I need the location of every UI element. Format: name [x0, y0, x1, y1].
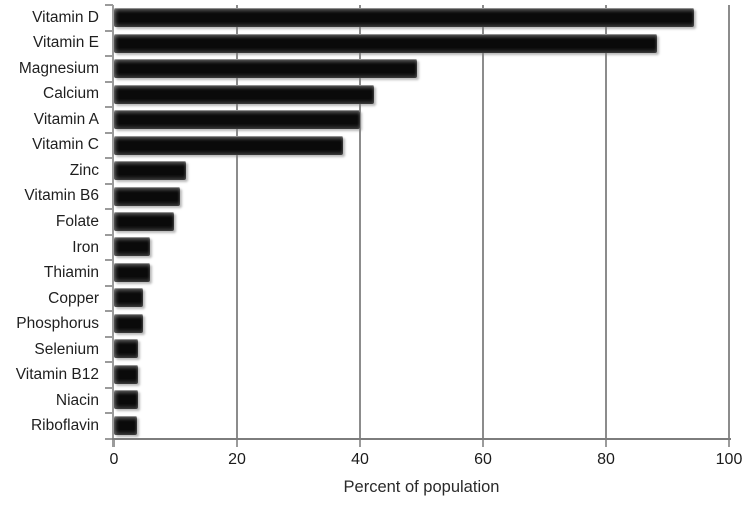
bar-row — [114, 285, 729, 310]
x-tick-label-100: 100 — [715, 451, 743, 468]
bar-vitamin-a — [114, 110, 360, 130]
category-label-magnesium: Magnesium — [18, 59, 99, 77]
x-tick-label-0: 0 — [109, 451, 119, 468]
bar-phosphorus — [114, 313, 143, 333]
y-tick-mark — [105, 80, 113, 83]
y-tick-mark — [105, 412, 113, 415]
category-label-vitamin-c: Vitamin C — [32, 136, 99, 154]
bar-row — [114, 260, 729, 285]
bar-vitamin-d — [114, 8, 694, 28]
x-tick-label-80: 80 — [597, 451, 615, 468]
y-tick-mark — [105, 182, 113, 185]
y-tick-mark — [105, 131, 113, 134]
bar-calcium — [114, 84, 375, 104]
y-tick-mark — [105, 438, 113, 440]
category-label-copper: Copper — [48, 289, 99, 307]
bar-vitamin-e — [114, 33, 658, 53]
bar-zinc — [114, 161, 186, 181]
y-tick-mark — [105, 310, 113, 313]
plot-area — [114, 5, 730, 438]
bar-row — [114, 387, 729, 412]
bar-row — [114, 81, 729, 106]
y-axis-labels: Vitamin D Vitamin E Magnesium Calcium Vitami… — [0, 5, 106, 439]
y-axis-line — [112, 5, 114, 447]
y-axis-ticks — [105, 4, 113, 440]
category-label-zinc: Zinc — [69, 161, 99, 179]
bar-row — [114, 107, 729, 132]
y-tick-mark — [105, 29, 113, 32]
x-tick-mark-60 — [482, 440, 484, 447]
y-tick-mark — [105, 233, 113, 236]
bar-row — [114, 183, 729, 208]
gridline-80 — [605, 5, 607, 438]
category-label-vitamin-b6: Vitamin B6 — [24, 187, 99, 205]
bar-row — [114, 56, 729, 81]
bar-iron — [114, 237, 150, 257]
bar-row — [114, 132, 729, 157]
bar-riboflavin — [114, 415, 137, 435]
bar-row — [114, 234, 729, 259]
bar-vitamin-b6 — [114, 186, 180, 206]
category-label-niacin: Niacin — [55, 391, 99, 409]
x-tick-mark-20 — [236, 440, 238, 447]
bar-row — [114, 362, 729, 387]
y-tick-mark — [105, 4, 113, 6]
category-label-selenium: Selenium — [34, 340, 99, 358]
x-tick-label-20: 20 — [228, 451, 246, 468]
bar-vitamin-c — [114, 135, 344, 155]
category-label-vitamin-a: Vitamin A — [33, 110, 99, 128]
gridline-20 — [236, 5, 238, 438]
category-label-calcium: Calcium — [43, 85, 99, 103]
bar-row — [114, 30, 729, 55]
category-label-vitamin-b12: Vitamin B12 — [15, 366, 99, 384]
y-tick-mark — [105, 106, 113, 109]
category-label-vitamin-e: Vitamin E — [32, 34, 99, 52]
bar-copper — [114, 288, 143, 308]
bar-selenium — [114, 339, 138, 359]
bar-row — [114, 5, 729, 30]
y-tick-mark — [105, 55, 113, 58]
y-tick-mark — [105, 361, 113, 364]
category-label-vitamin-d: Vitamin D — [32, 8, 99, 26]
bar-row — [114, 158, 729, 183]
bar-vitamin-b12 — [114, 364, 138, 384]
y-tick-mark — [105, 157, 113, 160]
bars — [114, 5, 729, 438]
y-tick-mark — [105, 208, 113, 211]
x-tick-label-40: 40 — [351, 451, 369, 468]
y-tick-mark — [105, 386, 113, 389]
y-tick-mark — [105, 335, 113, 338]
x-axis-tick-marks — [113, 440, 730, 448]
bar-magnesium — [114, 59, 417, 79]
x-tick-mark-40 — [359, 440, 361, 447]
x-tick-mark-80 — [605, 440, 607, 447]
x-tick-mark-100 — [728, 440, 730, 447]
bar-folate — [114, 211, 174, 231]
bar-thiamin — [114, 262, 150, 282]
bar-row — [114, 336, 729, 361]
gridline-40 — [359, 5, 361, 438]
gridline-60 — [482, 5, 484, 438]
category-label-riboflavin: Riboflavin — [30, 417, 99, 435]
gridline-100 — [728, 5, 730, 438]
category-label-folate: Folate — [55, 213, 99, 231]
y-tick-mark — [105, 259, 113, 262]
x-axis-title: Percent of population — [343, 478, 500, 496]
bar-row — [114, 209, 729, 234]
x-tick-label-60: 60 — [474, 451, 492, 468]
bar-row — [114, 311, 729, 336]
category-label-iron: Iron — [72, 238, 99, 256]
y-tick-mark — [105, 284, 113, 287]
category-label-thiamin: Thiamin — [43, 264, 99, 282]
category-label-phosphorus: Phosphorus — [16, 315, 99, 333]
x-tick-mark-0 — [113, 440, 115, 447]
bar-row — [114, 413, 729, 438]
x-axis-line — [112, 438, 731, 440]
x-axis-tick-labels: 0 20 40 60 80 100 — [110, 451, 743, 473]
bar-niacin — [114, 390, 138, 410]
